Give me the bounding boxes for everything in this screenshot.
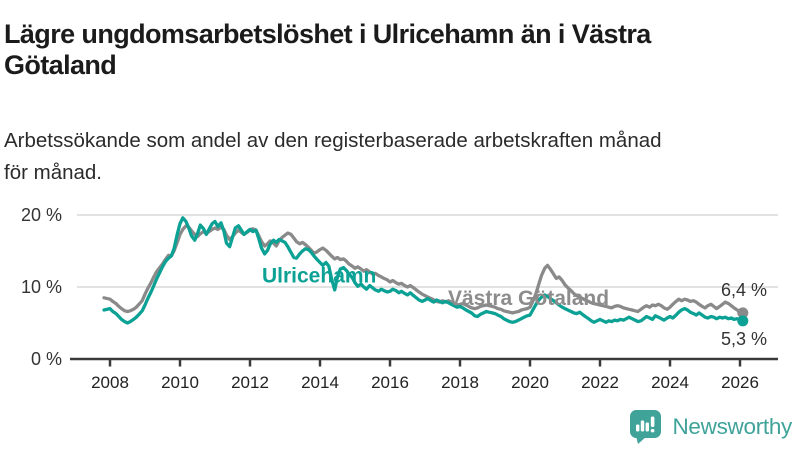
x-axis-tick-label: 2016 (371, 373, 409, 392)
series-end-value-label: 6,4 % (721, 280, 767, 300)
newsworthy-branding: Newsworthy (629, 409, 792, 444)
newsworthy-wordmark: Newsworthy (672, 413, 792, 439)
x-axis-tick-label: 2010 (161, 373, 199, 392)
y-axis-tick-label: 10 % (21, 277, 62, 297)
unemployment-line-chart: 0 % 10 % 20 % 2008 2010 2012 2014 2016 2018 2020 2… (21, 205, 778, 392)
series-end-dot (737, 315, 749, 327)
page-subtitle: Arbetssökande som andel av den registerb… (4, 128, 662, 185)
newsworthy-logo-icon (630, 410, 662, 444)
x-axis-tick-label: 2018 (441, 373, 479, 392)
page-title: Lägre ungdomsarbetslöshet i Ulricehamn ä… (4, 19, 651, 81)
series-line-vastra-gotaland (102, 224, 745, 315)
x-axis (70, 357, 778, 367)
series-inline-label: Ulricehamn (262, 265, 376, 288)
x-axis-tick-label: 2022 (581, 373, 619, 392)
x-axis-tick-label: 2012 (231, 373, 269, 392)
gridlines (77, 214, 778, 288)
series-inline-label: Västra Götaland (448, 287, 609, 310)
y-axis-tick-label: 20 % (21, 205, 62, 225)
x-axis-tick-label: 2020 (511, 373, 549, 392)
x-axis-tick-label: 2024 (651, 373, 689, 392)
axis-and-series-labels: 0 % 10 % 20 % 2008 2010 2012 2014 2016 2018 2020 2… (21, 205, 767, 392)
x-axis-tick-label: 2026 (721, 373, 759, 392)
series-lines (102, 216, 749, 327)
series-line-ulricehamn (102, 216, 745, 325)
x-axis-tick-label: 2008 (91, 373, 129, 392)
series-end-value-label: 5,3 % (721, 329, 767, 349)
series-end-dot (737, 307, 749, 319)
y-axis-tick-label: 0 % (31, 349, 62, 369)
x-axis-tick-label: 2014 (301, 373, 339, 392)
